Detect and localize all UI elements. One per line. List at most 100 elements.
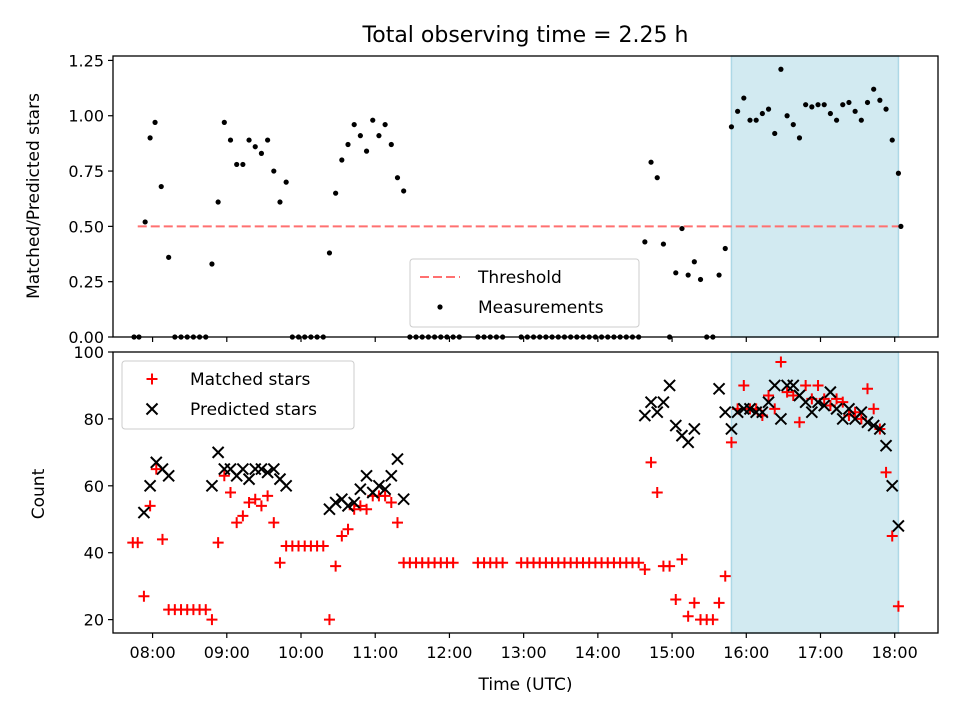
data-point bbox=[886, 479, 899, 493]
data-point bbox=[842, 402, 856, 416]
data-point bbox=[681, 436, 695, 449]
x-tick-label: 09:00 bbox=[204, 643, 250, 662]
x-tick-label: 15:00 bbox=[649, 643, 695, 662]
data-point bbox=[719, 406, 732, 419]
data-point bbox=[889, 137, 895, 143]
data-point bbox=[787, 389, 799, 401]
legend-label: Predicted stars bbox=[190, 400, 317, 420]
data-point bbox=[447, 557, 459, 569]
data-point bbox=[824, 385, 837, 399]
data-point bbox=[648, 159, 654, 165]
data-point bbox=[258, 150, 265, 156]
data-point bbox=[249, 462, 262, 476]
x-tick-label: 16:00 bbox=[723, 643, 769, 662]
y-tick-label: 1.25 bbox=[68, 51, 104, 70]
data-point bbox=[805, 406, 819, 419]
chart-title: Total observing time = 2.25 h bbox=[362, 23, 689, 48]
legend-x-swatch bbox=[145, 402, 159, 416]
data-point bbox=[697, 276, 704, 283]
data-point bbox=[212, 537, 224, 549]
data-point bbox=[812, 379, 824, 391]
data-point bbox=[255, 462, 268, 476]
legend-plus-swatch bbox=[146, 373, 158, 385]
data-point bbox=[326, 250, 333, 256]
data-point bbox=[378, 482, 392, 496]
data-point bbox=[143, 479, 157, 493]
x-tick-label: 18:00 bbox=[872, 643, 918, 662]
x-tick-label: 10:00 bbox=[278, 643, 324, 662]
series-predicted-stars bbox=[137, 379, 905, 533]
plot-frame bbox=[112, 351, 939, 634]
data-point bbox=[262, 490, 274, 502]
data-point bbox=[221, 119, 227, 125]
data-point bbox=[864, 99, 871, 106]
data-point bbox=[137, 506, 151, 519]
bottom-plot-area: 08:00 09:00 10:00 11:00 12:00 13:00 14:00 15:00… bbox=[73, 343, 939, 662]
data-point bbox=[237, 510, 249, 522]
data-point bbox=[817, 399, 831, 412]
y-tick-label: 20 bbox=[84, 611, 104, 630]
data-point bbox=[747, 117, 753, 123]
data-point bbox=[898, 223, 904, 229]
data-point bbox=[892, 600, 904, 612]
data-point bbox=[645, 456, 657, 468]
data-point bbox=[738, 379, 750, 391]
bottom-y-axis-label: Count bbox=[29, 468, 49, 519]
data-point bbox=[265, 137, 271, 143]
data-point bbox=[883, 106, 889, 112]
data-point bbox=[871, 86, 877, 92]
y-tick-label: 0.75 bbox=[68, 162, 104, 181]
data-point bbox=[821, 102, 827, 108]
data-point bbox=[713, 597, 725, 609]
data-point bbox=[261, 466, 274, 479]
data-point bbox=[840, 102, 846, 108]
data-point bbox=[673, 270, 679, 276]
data-point bbox=[323, 614, 335, 626]
data-point bbox=[895, 170, 902, 176]
data-point bbox=[354, 482, 367, 496]
x-tick-label: 11:00 bbox=[352, 643, 398, 662]
legend: Matched stars Predicted stars bbox=[121, 360, 355, 430]
data-point bbox=[688, 422, 701, 436]
data-point bbox=[370, 117, 376, 123]
y-tick-label: 0.50 bbox=[68, 217, 104, 236]
data-point bbox=[855, 406, 868, 419]
legend-dot-swatch bbox=[437, 304, 443, 310]
data-point bbox=[376, 133, 382, 139]
x-tick-label: 14:00 bbox=[575, 643, 621, 662]
data-point bbox=[225, 487, 237, 498]
y-tick-label: 0.00 bbox=[68, 328, 104, 347]
x-tick-label: 12:00 bbox=[426, 643, 472, 662]
data-point bbox=[274, 557, 286, 569]
data-point bbox=[357, 133, 363, 139]
data-point bbox=[769, 403, 781, 415]
data-point bbox=[651, 487, 663, 498]
legend-label: Matched stars bbox=[190, 370, 310, 390]
data-point bbox=[156, 533, 168, 545]
data-point bbox=[688, 597, 700, 609]
data-point bbox=[800, 379, 812, 391]
data-point bbox=[243, 497, 255, 509]
data-point bbox=[799, 395, 812, 409]
legend-label: Threshold bbox=[477, 268, 562, 288]
data-point bbox=[781, 386, 793, 398]
data-point bbox=[268, 517, 280, 529]
top-plot-area: 0.00 0.25 0.50 0.75 1.00 1.25 Threshold Measure… bbox=[68, 51, 939, 347]
data-point bbox=[664, 560, 676, 572]
data-point bbox=[679, 225, 685, 232]
data-point bbox=[753, 117, 759, 123]
data-point bbox=[861, 383, 873, 395]
data-point bbox=[242, 472, 256, 486]
data-point bbox=[147, 135, 153, 141]
data-point bbox=[361, 503, 373, 515]
data-point bbox=[759, 110, 765, 117]
data-point bbox=[868, 403, 880, 415]
data-point bbox=[339, 157, 345, 163]
data-point bbox=[663, 379, 676, 392]
data-point bbox=[363, 148, 370, 154]
legend: Threshold Measurements bbox=[409, 258, 640, 328]
data-point bbox=[218, 470, 230, 482]
data-point bbox=[638, 409, 652, 422]
data-point bbox=[271, 168, 277, 174]
